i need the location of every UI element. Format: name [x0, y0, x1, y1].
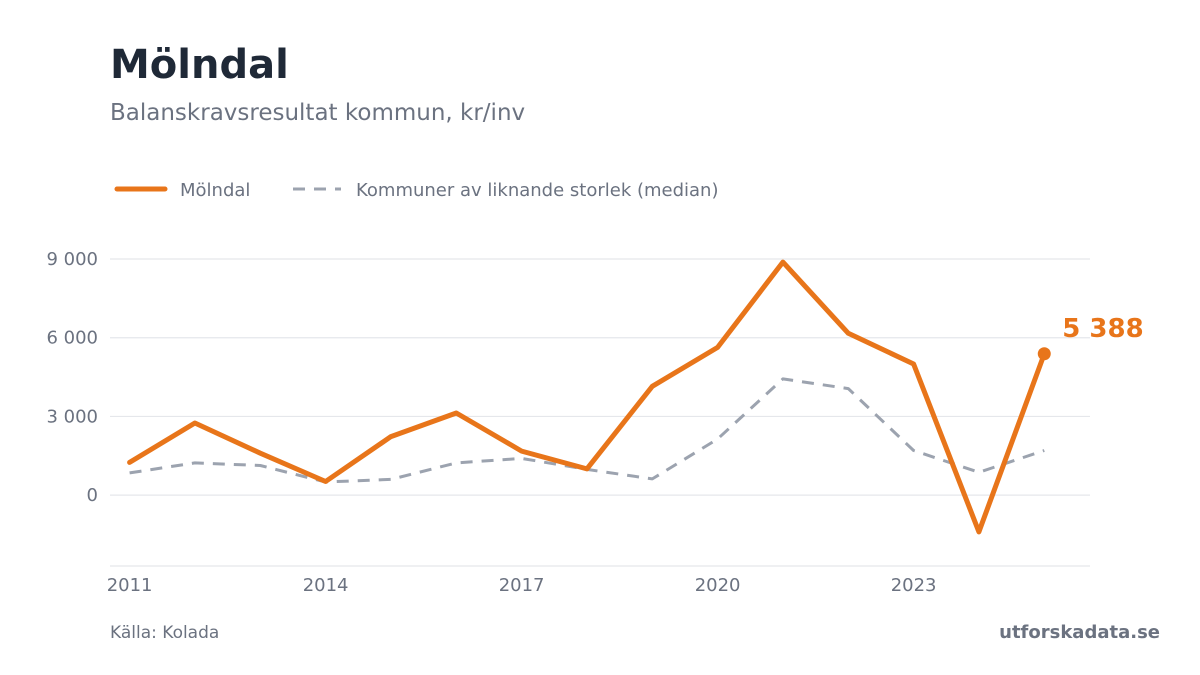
y-tick-label: 6 000 [46, 328, 98, 349]
source-note: Källa: Kolada [110, 623, 220, 643]
legend-label-median: Kommuner av liknande storlek (median) [356, 180, 719, 201]
page-subtitle: Balanskravsresultat kommun, kr/inv [110, 100, 526, 126]
brand-link[interactable]: utforskadata.se [999, 622, 1160, 643]
page-title: Mölndal [110, 42, 289, 88]
legend-label-molndal: Mölndal [180, 180, 250, 201]
y-tick-label: 0 [87, 485, 98, 506]
y-tick-label: 9 000 [46, 249, 98, 270]
end-value-label: 5 388 [1062, 314, 1143, 344]
series-line-molndal [127, 259, 1047, 535]
x-tick-label: 2017 [499, 575, 545, 596]
end-point-marker [1037, 347, 1051, 361]
y-tick-label: 3 000 [46, 406, 98, 427]
y-axis-ticks: 0 3 000 6 000 9 000 [46, 249, 98, 506]
x-tick-label: 2023 [891, 575, 937, 596]
x-tick-label: 2020 [695, 575, 741, 596]
x-axis-ticks: 2011 2014 2017 2020 2023 [107, 575, 937, 596]
grid-lines [110, 258, 1090, 496]
x-tick-label: 2014 [303, 575, 349, 596]
series-layer: 5 388 [127, 259, 1144, 535]
chart-legend: Mölndal Kommuner av liknande storlek (me… [114, 180, 719, 201]
x-tick-label: 2011 [107, 575, 153, 596]
